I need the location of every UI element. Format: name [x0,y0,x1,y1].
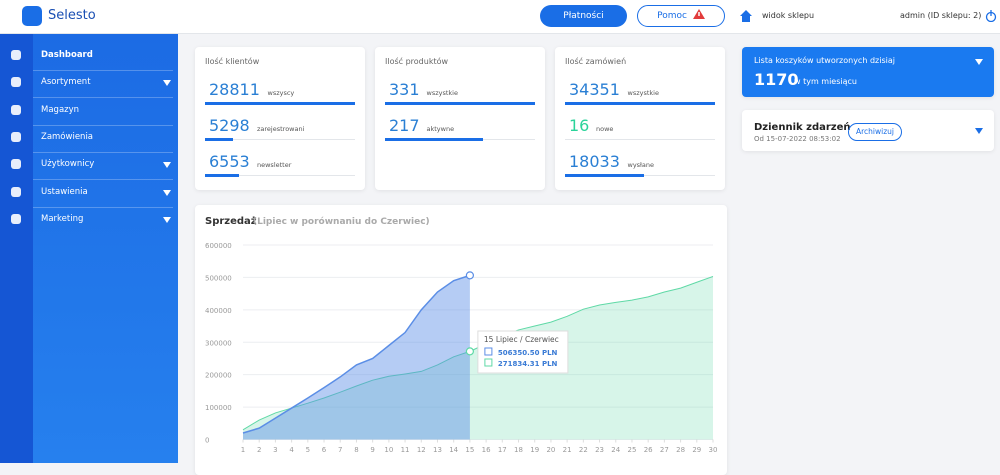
stat-bar [385,102,535,105]
chart-title: Sprzedaż [205,216,257,227]
stat-label: nowe [596,125,613,133]
menu-icon [11,105,21,115]
stat-title: Ilość klientów [205,57,259,66]
x-tick-label: 19 [530,446,539,454]
tooltip-swatch [485,359,492,366]
stat-value: 217 [389,116,420,135]
stat-bar [565,174,644,177]
x-tick-label: 9 [370,446,374,454]
x-tick-label: 23 [595,446,604,454]
stat-value: 16 [569,116,589,135]
tooltip-swatch [485,348,492,355]
x-tick-label: 22 [579,446,588,454]
stat-label: newsletter [257,161,291,169]
menu-icon [11,187,21,197]
x-tick-label: 27 [660,446,669,454]
stat-title: Ilość zamówień [565,57,626,66]
menu-icon [11,214,21,224]
x-tick-label: 7 [338,446,342,454]
x-tick-label: 8 [354,446,358,454]
chart-subtitle: (Lipiec w porównaniu do Czerwiec) [253,216,430,227]
stat-value: 34351 [569,80,620,99]
x-tick-label: 11 [401,446,410,454]
stat-bar [565,102,715,105]
x-tick-label: 17 [498,446,507,454]
x-tick-label: 12 [417,446,426,454]
y-tick-label: 600000 [205,242,232,250]
x-tick-label: 25 [628,446,637,454]
bar-track [565,139,715,140]
y-tick-label: 500000 [205,274,232,282]
stat-bar [205,102,355,105]
stat-value: 5298 [209,116,250,135]
y-tick-label: 400000 [205,307,232,315]
tooltip-value: 506350.50 PLN [498,349,558,357]
stat-title: Ilość produktów [385,57,448,66]
stat-value: 28811 [209,80,260,99]
menu-icon [11,77,21,87]
stat-value: 6553 [209,152,250,171]
menu-icon [11,50,21,60]
stat-label: wszystkie [628,89,659,97]
tooltip-title: 15 Lipiec / Czerwiec [484,335,559,344]
y-tick-label: 100000 [205,404,232,412]
hover-point [466,272,473,279]
x-tick-label: 15 [465,446,474,454]
x-tick-label: 28 [676,446,685,454]
menu-icon [11,159,21,169]
page: Selesto Płatności Pomoc widok sklepu adm… [0,0,1000,463]
x-tick-label: 20 [546,446,555,454]
stat-bar [205,138,233,141]
x-tick-label: 4 [289,446,294,454]
tooltip-value: 271834.31 PLN [498,360,558,368]
stat-value: 331 [389,80,420,99]
x-tick-label: 26 [644,446,653,454]
stat-label: wysłane [628,161,655,169]
x-tick-label: 5 [306,446,310,454]
stat-label: aktywne [427,125,455,133]
x-tick-label: 10 [384,446,393,454]
stat-bar [205,174,239,177]
stat-value: 18033 [569,152,620,171]
stat-label: wszyscy [268,89,295,97]
x-tick-label: 16 [482,446,491,454]
x-tick-label: 30 [709,446,718,454]
stat-label: zarejestrowani [257,125,304,133]
stat-bar [385,138,483,141]
hover-point [466,348,473,355]
y-tick-label: 200000 [205,372,232,380]
x-tick-label: 29 [692,446,701,454]
stat-label: wszystkie [427,89,458,97]
x-tick-label: 18 [514,446,523,454]
y-tick-label: 0 [205,437,209,445]
y-tick-label: 300000 [205,339,232,347]
x-tick-label: 6 [322,446,327,454]
menu-icon [11,132,21,142]
x-tick-label: 3 [273,446,277,454]
x-tick-label: 2 [257,446,261,454]
stat-card: Ilość zamówień 34351 wszystkie 16 nowe 18033 w… [555,47,725,190]
stat-card: Ilość produktów 331 wszystkie 217 aktywne [375,47,545,190]
stat-card: Ilość klientów 28811 wszyscy 5298 zarejestro… [195,47,365,190]
x-tick-label: 14 [449,446,458,454]
x-tick-label: 13 [433,446,442,454]
x-tick-label: 1 [241,446,245,454]
x-tick-label: 24 [611,446,620,454]
x-tick-label: 21 [563,446,572,454]
